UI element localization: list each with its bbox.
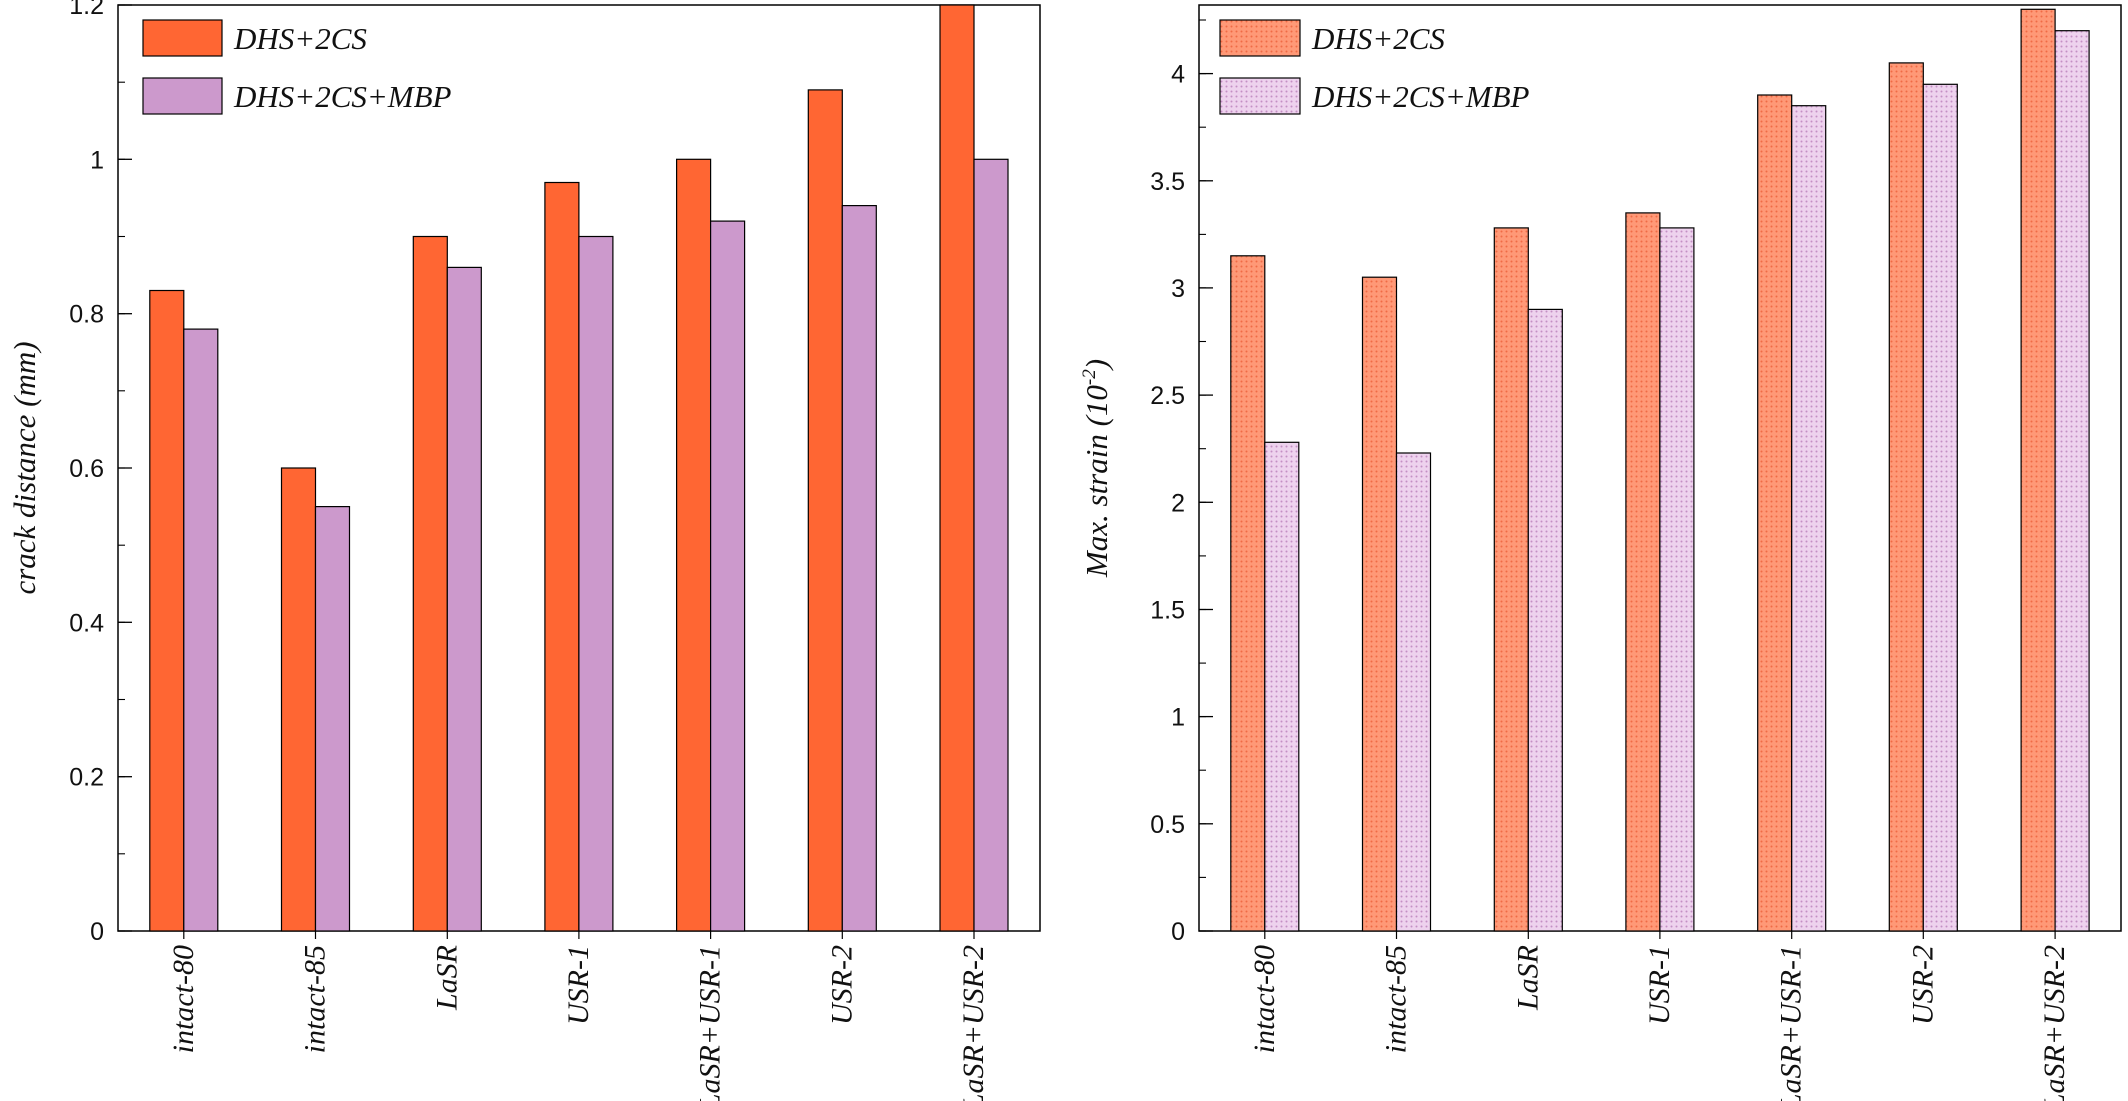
bar-dhs-2cs-intact-80 (1230, 255, 1266, 932)
bar-dhs-2cs-mbp-usr-2 (841, 205, 877, 932)
bar-dhs-2cs-mbp-intact-80 (1264, 441, 1300, 932)
bar-dhs-2cs-mbp-intact-80 (183, 328, 219, 932)
bar-dhs-2cs-intact-85 (280, 467, 317, 932)
y-axis-ticks: 0 0.2 0.4 0.6 0.8 1 1.2 (69, 0, 975, 946)
max-strain-chart: 0 0.5 1 1.5 2 2.5 3 3.5 4 intact-80 intact-85 LaSR… (1079, 4, 2122, 1101)
bar-dhs-2cs-usr-1 (1625, 212, 1661, 932)
category-label-intact-85: intact-85 (299, 945, 332, 1053)
bar-dhs-2cs-usr-2 (1888, 62, 1924, 932)
bars (1230, 8, 2090, 932)
y-tick-label: 3 (1171, 275, 1185, 303)
y-tick-label: 2.5 (1150, 382, 1185, 410)
category-label-intact-80: intact-80 (1248, 945, 1281, 1053)
y-tick-label: 0 (1171, 918, 1185, 946)
bar-dhs-2cs-usr-1 (544, 181, 580, 932)
bar-dhs-2cs-mbp-lasr (1527, 308, 1563, 932)
bar-dhs-2cs-lasr (1493, 227, 1529, 932)
category-label-intact-80: intact-80 (167, 945, 200, 1053)
y-axis-title: Max. strain (10-2) (1079, 359, 1114, 578)
bar-dhs-2cs-mbp-lasr-usr-2 (973, 158, 1009, 932)
category-label-usr-1: USR-1 (1643, 945, 1676, 1025)
y-axis-title: crack distance (mm) (7, 341, 42, 594)
category-label-lasr-usr-1: LaSR+USR-1 (694, 945, 727, 1101)
y-axis-title-superscript: -2 (1079, 369, 1100, 385)
category-label-lasr-usr-1: LaSR+USR-1 (1775, 945, 1808, 1101)
legend-swatch-dhs-2cs-mbp (142, 77, 223, 115)
category-label-lasr-usr-2: LaSR+USR-2 (2038, 945, 2071, 1101)
bar-dhs-2cs-mbp-intact-85 (1395, 452, 1432, 932)
bar-dhs-2cs-intact-85 (1361, 276, 1398, 932)
bar-dhs-2cs-mbp-lasr-usr-1 (1791, 105, 1827, 932)
legend-swatch-dhs-2cs (1219, 19, 1301, 57)
y-tick-label: 4 (1171, 61, 1185, 89)
legend-label-dhs-2cs: DHS+2CS (1311, 21, 1445, 56)
bar-dhs-2cs-mbp-lasr-usr-2 (2054, 30, 2090, 932)
legend: DHS+2CS DHS+2CS+MBP (142, 19, 452, 115)
y-tick-label: 1 (1171, 704, 1185, 732)
bar-dhs-2cs-mbp-lasr (446, 266, 482, 932)
bar-dhs-2cs-lasr (412, 235, 448, 932)
y-tick-label: 1.5 (1150, 597, 1185, 625)
bar-dhs-2cs-mbp-lasr-usr-1 (709, 220, 746, 932)
bar-dhs-2cs-mbp-usr-2 (1922, 83, 1958, 932)
y-tick-label: 0.4 (69, 609, 104, 637)
x-axis-categories: intact-80 intact-85 LaSR USR-1 LaSR+USR-1 USR… (1248, 945, 2071, 1101)
bar-dhs-2cs-mbp-usr-1 (578, 235, 614, 932)
y-tick-label: 1.2 (69, 0, 104, 20)
bar-dhs-2cs-lasr-usr-1 (675, 158, 712, 932)
crack-distance-chart: 0 0.2 0.4 0.6 0.8 1 1.2 intact-80 intact-85 LaSR… (7, 0, 1041, 1101)
y-axis-title-close: ) (1079, 359, 1114, 371)
legend-label-dhs-2cs: DHS+2CS (233, 21, 367, 56)
y-tick-label: 3.5 (1150, 168, 1185, 196)
y-tick-label: 0.2 (69, 764, 104, 792)
y-tick-label: 0.5 (1150, 811, 1185, 839)
y-tick-label: 0.6 (69, 455, 104, 483)
legend-label-dhs-2cs-mbp: DHS+2CS+MBP (1311, 79, 1530, 114)
category-label-usr-2: USR-2 (825, 945, 858, 1025)
legend-swatch-dhs-2cs-mbp (1219, 77, 1301, 115)
legend-swatch-dhs-2cs (142, 19, 223, 57)
y-tick-label: 0.8 (69, 301, 104, 329)
y-tick-label: 2 (1171, 489, 1185, 517)
bar-dhs-2cs-lasr-usr-2 (2020, 8, 2056, 932)
legend: DHS+2CS DHS+2CS+MBP (1219, 19, 1530, 115)
bar-dhs-2cs-lasr-usr-1 (1757, 94, 1793, 932)
category-label-lasr: LaSR (1511, 945, 1544, 1011)
category-label-lasr: LaSR (430, 945, 463, 1011)
y-axis-ticks: 0 0.5 1 1.5 2 2.5 3 3.5 4 (1150, 19, 2056, 946)
y-axis-title-main: Max. strain (10 (1079, 385, 1114, 579)
category-label-lasr-usr-2: LaSR+USR-2 (957, 945, 990, 1101)
bar-dhs-2cs-mbp-intact-85 (314, 506, 351, 932)
category-label-usr-2: USR-2 (1906, 945, 1939, 1025)
bar-dhs-2cs-mbp-usr-1 (1659, 227, 1695, 932)
y-tick-label: 0 (90, 918, 104, 946)
bars (149, 4, 1009, 932)
bar-dhs-2cs-intact-80 (149, 289, 185, 932)
category-label-intact-85: intact-85 (1380, 945, 1413, 1053)
category-label-usr-1: USR-1 (562, 945, 595, 1025)
bar-dhs-2cs-lasr-usr-2 (939, 4, 975, 932)
legend-label-dhs-2cs-mbp: DHS+2CS+MBP (233, 79, 452, 114)
bar-dhs-2cs-usr-2 (807, 89, 843, 932)
x-axis-categories: intact-80 intact-85 LaSR USR-1 LaSR+USR-1 USR… (167, 945, 990, 1101)
y-tick-label: 1 (90, 146, 104, 174)
